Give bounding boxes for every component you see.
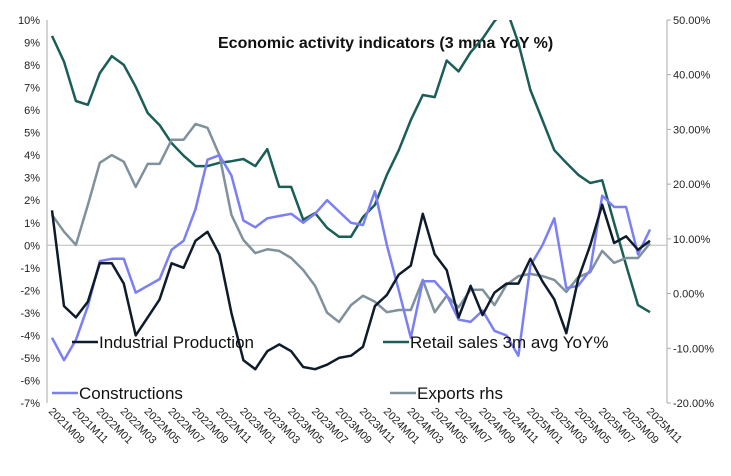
series-lines xyxy=(50,20,652,371)
left-tick-label: -3% xyxy=(20,308,40,320)
left-tick-label: 2% xyxy=(24,195,40,207)
legend-label: Exports rhs xyxy=(417,384,503,403)
right-tick-label: 0.00% xyxy=(673,289,704,301)
right-tick-label: 50.00% xyxy=(673,15,711,27)
right-tick-label: 20.00% xyxy=(673,179,711,191)
left-tick-label: 7% xyxy=(24,83,40,95)
right-tick-label: -10.00% xyxy=(673,343,714,355)
legend-label: Industrial Production xyxy=(99,333,254,352)
series-line-exports-rhs xyxy=(50,122,651,324)
series-line-retail-sales-3m-avg-yoy- xyxy=(50,20,651,314)
right-tick-label: 30.00% xyxy=(673,124,711,136)
series-line-constructions xyxy=(50,153,652,362)
left-tick-label: -6% xyxy=(20,375,40,387)
right-tick-label: 40.00% xyxy=(673,70,711,82)
left-tick-label: 6% xyxy=(24,105,40,117)
left-tick-label: 3% xyxy=(24,173,40,185)
left-tick-label: 4% xyxy=(24,150,40,162)
left-tick-label: 10% xyxy=(18,15,40,27)
legend-label: Constructions xyxy=(79,384,183,403)
left-tick-label: 8% xyxy=(24,60,40,72)
left-tick-label: -5% xyxy=(20,353,40,365)
left-tick-label: -1% xyxy=(20,263,40,275)
left-tick-label: -2% xyxy=(20,285,40,297)
left-tick-label: 9% xyxy=(24,38,40,50)
left-tick-label: -7% xyxy=(20,398,40,410)
legend-label: Retail sales 3m avg YoY% xyxy=(410,333,608,352)
left-tick-label: 1% xyxy=(24,218,40,230)
chart-title: Economic activity indicators (3 mma YoY … xyxy=(218,35,553,52)
right-tick-label: -20.00% xyxy=(673,398,714,410)
legend: Industrial Production Retail sales 3m avg… xyxy=(52,333,608,403)
left-tick-label: -4% xyxy=(20,330,40,342)
left-tick-label: 5% xyxy=(24,128,40,140)
series-line-industrial-production xyxy=(50,203,651,371)
left-tick-label: 0% xyxy=(24,240,40,252)
right-tick-label: 10.00% xyxy=(673,234,711,246)
